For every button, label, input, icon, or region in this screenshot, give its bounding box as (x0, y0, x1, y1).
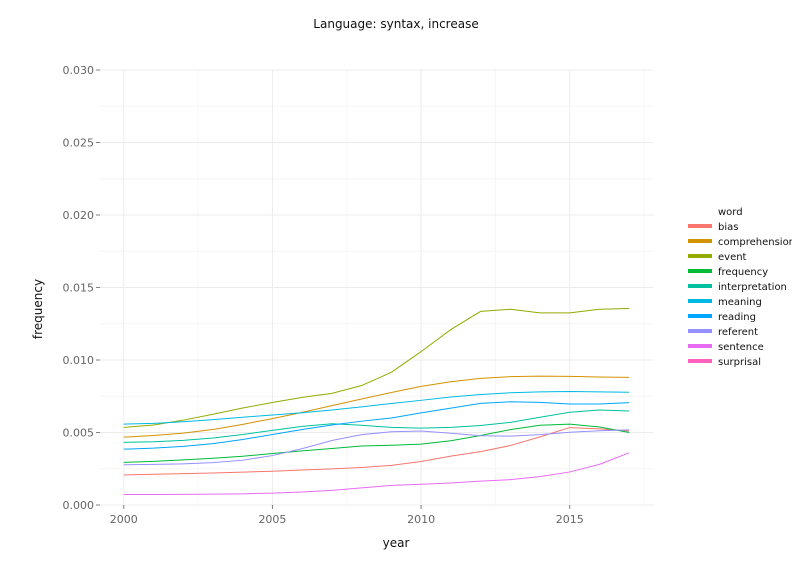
series-line-event (123, 308, 630, 428)
legend-label-comprehension: comprehension (718, 237, 792, 248)
legend-label-referent: referent (718, 327, 758, 338)
x-tick-label: 2015 (556, 513, 584, 526)
legend-key-event (688, 254, 712, 258)
y-tick-label: 0.025 (63, 137, 95, 150)
series-line-reading (123, 401, 630, 450)
legend-label-event: event (718, 252, 747, 263)
legend-key-referent (688, 329, 712, 333)
legend-key-reading (688, 314, 712, 318)
series-line-meaning (123, 390, 630, 425)
series-line-sentence (123, 452, 630, 496)
y-tick-label: 0.030 (63, 64, 95, 77)
legend: word bias comprehension event frequency inte… (688, 207, 792, 368)
y-tick-label: 0.005 (63, 427, 95, 440)
chart-title: Language: syntax, increase (313, 17, 478, 31)
grid (100, 69, 653, 506)
y-tick-label: 0.020 (63, 209, 95, 222)
legend-label-meaning: meaning (718, 297, 762, 308)
series-line-referent (123, 429, 630, 466)
y-tick-label: 0.000 (63, 499, 95, 512)
series-line-bias (123, 427, 630, 476)
x-tick-label: 2000 (110, 513, 138, 526)
legend-label-sentence: sentence (718, 342, 764, 353)
legend-key-bias (688, 224, 712, 228)
legend-label-reading: reading (718, 312, 756, 323)
axes: 0.000 0.005 0.010 0.015 0.020 0.025 0.030 2000 2… (63, 64, 584, 526)
legend-label-frequency: frequency (718, 267, 768, 278)
legend-key-comprehension (688, 239, 712, 243)
legend-key-frequency (688, 269, 712, 273)
legend-key-surprisal (688, 359, 712, 363)
legend-key-meaning (688, 299, 712, 303)
legend-label-surprisal: surprisal (718, 357, 761, 368)
y-tick-label: 0.010 (63, 354, 95, 367)
y-axis-title: frequency (31, 279, 45, 339)
y-tick-label: 0.015 (63, 282, 95, 295)
series-lines (123, 308, 630, 496)
legend-label-interpretation: interpretation (718, 282, 787, 293)
series-line-frequency (123, 423, 630, 463)
x-axis-title: year (383, 536, 410, 550)
series-line-comprehension (123, 375, 630, 438)
series-line-interpretation (123, 409, 630, 443)
x-tick-label: 2010 (407, 513, 435, 526)
legend-key-interpretation (688, 284, 712, 288)
x-tick-label: 2005 (258, 513, 286, 526)
legend-key-sentence (688, 344, 712, 348)
legend-label-bias: bias (718, 222, 738, 233)
legend-title: word (718, 207, 743, 218)
